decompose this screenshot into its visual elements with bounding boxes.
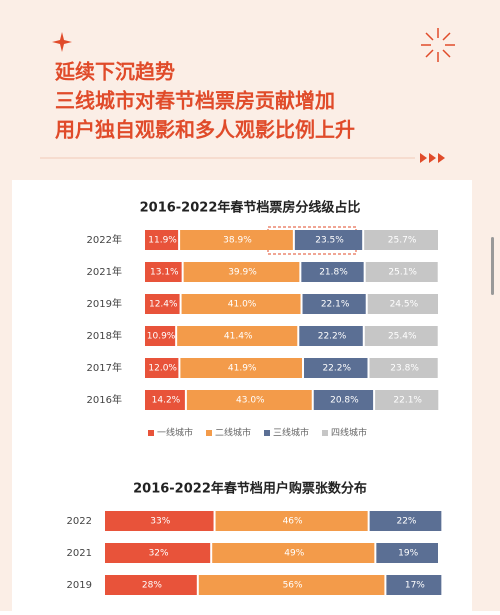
- bar-segment: [369, 358, 438, 378]
- legend-label: 一线城市: [157, 427, 193, 439]
- bar-segment: [302, 294, 366, 314]
- bar-segment: [294, 230, 363, 250]
- bar-segment: [180, 230, 293, 250]
- bar-segment: [145, 390, 185, 410]
- value-label: 41.9%: [228, 364, 257, 374]
- bar-segment: [364, 326, 438, 346]
- value-label: 22.1%: [321, 300, 350, 310]
- category-label: 2016年: [87, 393, 122, 406]
- bar-segment: [304, 358, 368, 378]
- value-label: 22%: [396, 517, 416, 527]
- bar-segment: [145, 326, 176, 346]
- value-label: 25.1%: [388, 268, 417, 278]
- value-label: 49%: [284, 549, 304, 559]
- header-line: 延续下沉趋势: [54, 60, 175, 84]
- bar-segment: [375, 390, 439, 410]
- value-label: 41.0%: [228, 300, 257, 310]
- bar-segment: [183, 262, 300, 282]
- bar-segment: [198, 575, 385, 595]
- value-label: 22.2%: [322, 364, 351, 374]
- bar-segment: [365, 262, 438, 282]
- category-label: 2019年: [87, 297, 122, 310]
- value-label: 17%: [405, 581, 425, 591]
- bar-segment: [212, 543, 375, 563]
- category-label: 2021年: [87, 265, 122, 278]
- value-label: 11.9%: [148, 236, 177, 246]
- bar-segment: [145, 358, 179, 378]
- value-label: 22.2%: [318, 332, 347, 342]
- bar-segment: [215, 511, 368, 531]
- bar-segment: [181, 294, 301, 314]
- bar-segment: [180, 358, 303, 378]
- chart-title: 2016-2022年春节档票房分线级占比: [140, 200, 361, 216]
- category-label: 2021: [67, 548, 92, 559]
- bar-segment: [301, 262, 364, 282]
- firework-icon: [421, 28, 455, 62]
- value-label: 25.7%: [388, 236, 417, 246]
- value-label: 22.1%: [393, 396, 422, 406]
- bar-segment: [313, 390, 374, 410]
- value-label: 24.5%: [390, 300, 419, 310]
- value-label: 21.8%: [319, 268, 348, 278]
- legend-label: 四线城市: [331, 427, 367, 439]
- value-label: 39.9%: [228, 268, 257, 278]
- legend-label: 二线城市: [215, 427, 251, 439]
- category-label: 2019: [67, 580, 92, 591]
- category-label: 2022年: [87, 233, 122, 246]
- legend-label: 三线城市: [273, 427, 309, 439]
- bar-segment: [186, 390, 312, 410]
- category-label: 2018年: [87, 329, 122, 342]
- category-label: 2017年: [87, 361, 122, 374]
- legend-swatch: [206, 430, 212, 436]
- header-line: 三线城市对春节档票房贡献增加: [55, 89, 335, 113]
- value-label: 12.0%: [148, 364, 177, 374]
- bar-segment: [376, 543, 438, 563]
- legend-swatch: [322, 430, 328, 436]
- bar-segment: [145, 294, 180, 314]
- value-label: 46%: [283, 517, 303, 527]
- value-label: 23.8%: [390, 364, 419, 374]
- bar-segment: [369, 511, 442, 531]
- bar-segment: [386, 575, 442, 595]
- value-label: 13.1%: [150, 268, 179, 278]
- value-label: 56%: [283, 581, 303, 591]
- value-label: 28%: [142, 581, 162, 591]
- bar-segment: [145, 262, 182, 282]
- bar-segment: [367, 294, 438, 314]
- star-icon: [52, 32, 72, 52]
- value-label: 23.5%: [315, 236, 344, 246]
- bar-segment: [105, 575, 197, 595]
- value-label: 14.2%: [152, 396, 181, 406]
- value-label: 20.8%: [330, 396, 359, 406]
- chart-title: 2016-2022年春节档用户购票张数分布: [133, 481, 367, 497]
- bar-segment: [299, 326, 363, 346]
- legend-swatch: [148, 430, 154, 436]
- bar-segment: [105, 543, 211, 563]
- value-label: 25.4%: [388, 332, 417, 342]
- value-label: 12.4%: [149, 300, 178, 310]
- header-line: 用户独自观影和多人观影比例上升: [55, 118, 355, 142]
- bar-segment: [105, 511, 214, 531]
- bar-segment: [145, 230, 179, 250]
- legend-swatch: [264, 430, 270, 436]
- value-label: 19%: [398, 549, 418, 559]
- value-label: 10.9%: [147, 332, 176, 342]
- value-label: 43.0%: [236, 396, 265, 406]
- value-label: 41.4%: [224, 332, 253, 342]
- value-label: 33%: [150, 517, 170, 527]
- arrows-icon: [420, 153, 445, 163]
- value-label: 32%: [149, 549, 169, 559]
- bar-segment: [177, 326, 298, 346]
- bar-segment: [364, 230, 438, 250]
- category-label: 2022: [67, 516, 92, 527]
- scrollbar: [491, 237, 494, 295]
- value-label: 38.9%: [223, 236, 252, 246]
